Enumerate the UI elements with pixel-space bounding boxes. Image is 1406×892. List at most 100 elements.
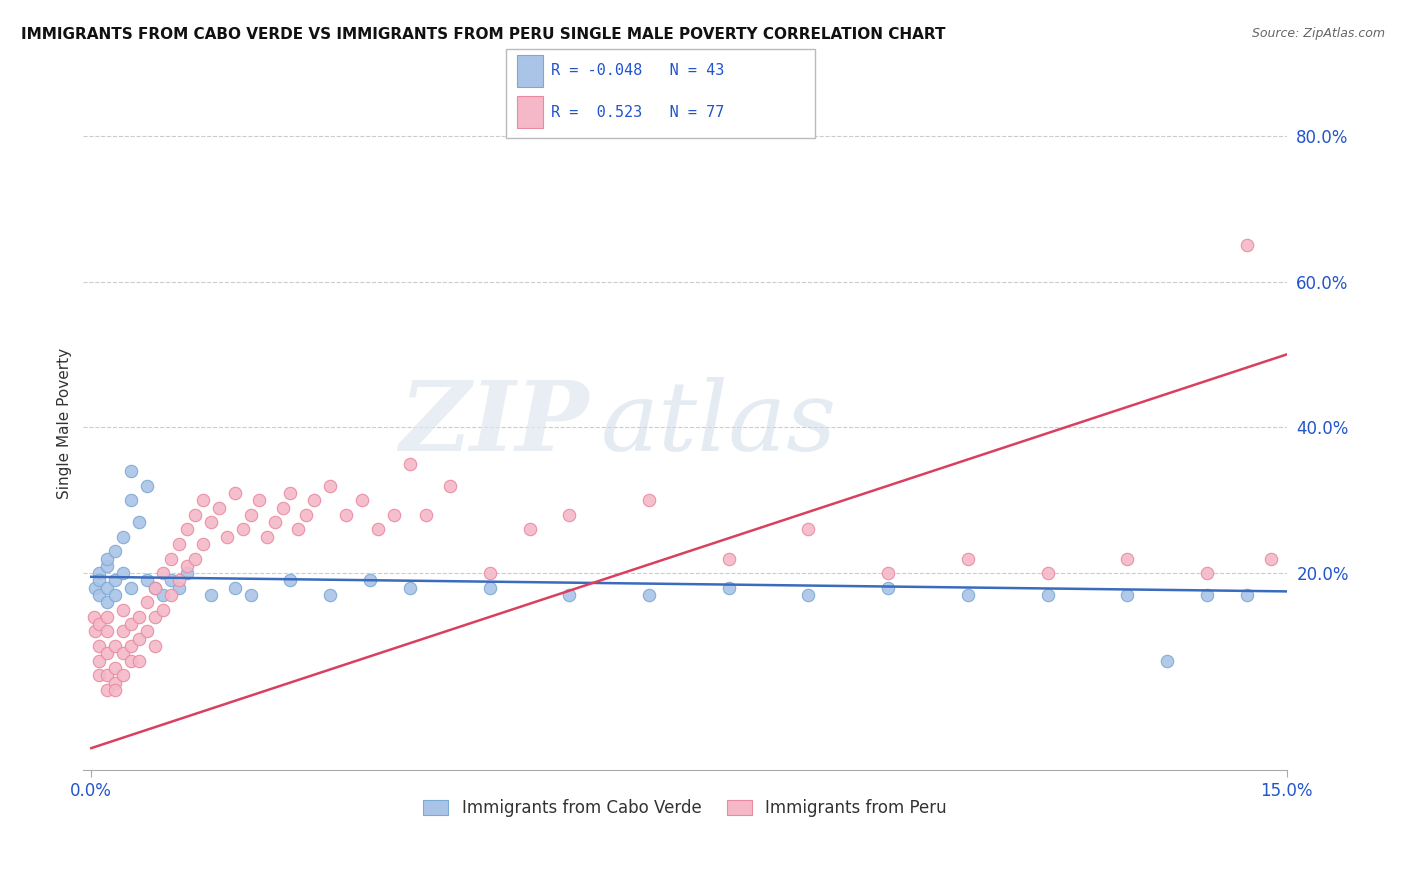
Text: ZIP: ZIP [399,376,589,471]
Text: R =  0.523   N = 77: R = 0.523 N = 77 [551,105,724,120]
Point [89,574,111,588]
Point [956,588,979,602]
Point [136,624,159,639]
Point [1236,588,1258,602]
Point [176,566,198,581]
Point [1116,551,1139,566]
Point [96,551,118,566]
Point [319,478,342,492]
Point [1036,588,1059,602]
Point [104,682,127,697]
Point [239,588,262,602]
Point [152,602,174,616]
Point [399,457,422,471]
Point [104,675,127,690]
Point [152,566,174,581]
Point [112,646,135,660]
Point [176,558,198,573]
Point [96,668,118,682]
Point [120,493,142,508]
Point [112,668,135,682]
Point [478,566,501,581]
Point [120,654,142,668]
Point [104,574,127,588]
Point [263,515,285,529]
Text: IMMIGRANTS FROM CABO VERDE VS IMMIGRANTS FROM PERU SINGLE MALE POVERTY CORRELATI: IMMIGRANTS FROM CABO VERDE VS IMMIGRANTS… [21,27,946,42]
Point [104,639,127,653]
Point [239,508,262,522]
Text: R = -0.048   N = 43: R = -0.048 N = 43 [551,63,724,78]
Point [335,508,357,522]
Point [112,530,135,544]
Point [112,566,135,581]
Point [104,544,127,558]
Point [167,537,190,551]
Point [136,574,159,588]
Point [96,682,118,697]
Point [558,588,581,602]
Point [84,581,107,595]
Point [638,493,661,508]
Point [399,581,422,595]
Point [200,588,222,602]
Point [136,595,159,609]
Point [84,624,107,639]
Point [200,515,222,529]
Point [83,610,105,624]
Point [280,486,302,500]
Point [104,588,127,602]
Text: Source: ZipAtlas.com: Source: ZipAtlas.com [1251,27,1385,40]
Point [176,523,198,537]
Point [112,602,135,616]
Point [191,537,214,551]
Point [1156,654,1178,668]
Point [143,610,166,624]
Point [367,523,389,537]
Point [96,558,118,573]
Point [1260,551,1282,566]
Point [304,493,326,508]
Point [128,515,150,529]
Point [89,639,111,653]
Point [877,566,900,581]
Point [96,624,118,639]
Point [208,500,231,515]
Point [143,581,166,595]
Point [96,646,118,660]
Point [247,493,270,508]
Point [1036,566,1059,581]
Point [1195,566,1218,581]
Point [89,617,111,632]
Text: atlas: atlas [600,376,837,471]
Point [1195,588,1218,602]
Point [717,551,740,566]
Point [287,523,309,537]
Point [797,523,820,537]
Point [160,551,183,566]
Point [319,588,342,602]
Point [215,530,238,544]
Point [478,581,501,595]
Point [519,523,541,537]
Point [136,478,159,492]
Point [167,574,190,588]
Point [280,574,302,588]
Point [89,588,111,602]
Point [191,493,214,508]
Point [359,574,381,588]
Point [96,581,118,595]
Point [160,574,183,588]
Point [89,654,111,668]
Point [415,508,437,522]
Point [1116,588,1139,602]
Point [120,639,142,653]
Point [128,610,150,624]
Point [224,581,246,595]
Point [112,624,135,639]
Point [256,530,278,544]
Point [120,581,142,595]
Point [96,610,118,624]
Point [160,588,183,602]
Point [224,486,246,500]
Point [120,464,142,478]
